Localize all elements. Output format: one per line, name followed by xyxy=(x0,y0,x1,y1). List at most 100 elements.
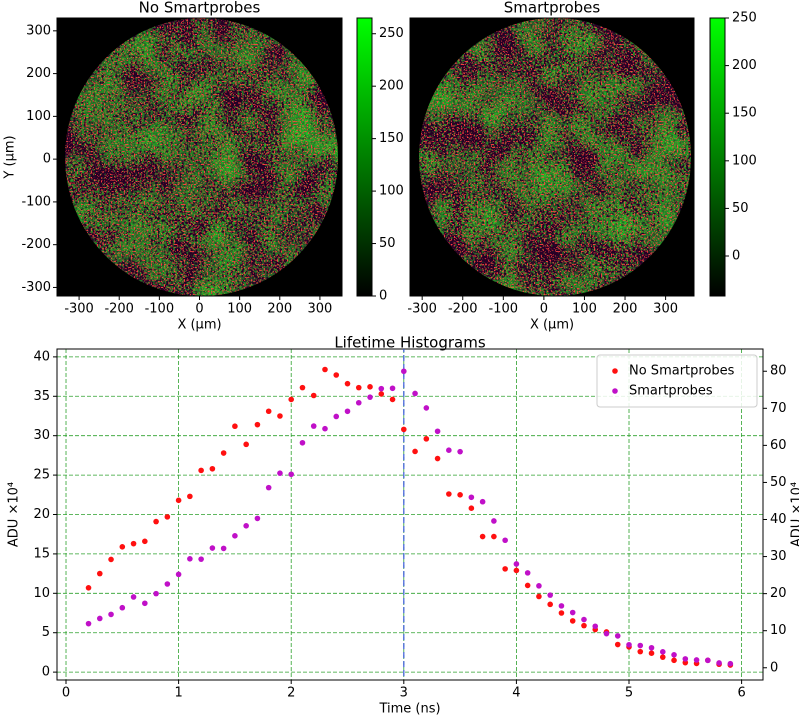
data-point xyxy=(693,657,700,663)
data-point xyxy=(569,618,576,624)
y2-tick-label: 10 xyxy=(770,623,787,638)
x-tick-label: 300 xyxy=(308,302,333,317)
data-point xyxy=(401,426,407,433)
data-point xyxy=(209,545,216,551)
colorbar-tick-label: 150 xyxy=(379,131,404,146)
data-point xyxy=(355,399,362,406)
data-point xyxy=(614,633,621,639)
data-point xyxy=(592,623,599,630)
data-point xyxy=(479,533,486,540)
data-point xyxy=(614,641,621,648)
data-point xyxy=(85,584,92,591)
y-tick-label: 10 xyxy=(33,586,50,601)
data-point xyxy=(232,423,238,430)
data-point xyxy=(243,523,249,529)
data-point xyxy=(558,610,565,616)
data-point xyxy=(367,394,373,400)
data-point xyxy=(671,651,677,658)
y-axis-label: ADU ×10⁴ xyxy=(7,482,22,547)
data-point xyxy=(423,405,430,411)
data-point xyxy=(153,590,159,597)
data-point xyxy=(536,593,542,600)
data-point xyxy=(164,514,171,520)
y-axis-label: Y (μm) xyxy=(3,135,18,179)
data-point xyxy=(187,555,193,562)
data-point xyxy=(232,533,238,539)
data-point xyxy=(130,540,137,547)
data-point xyxy=(502,537,508,544)
colorbar-tick-label: 50 xyxy=(732,201,749,216)
y-tick-label: 15 xyxy=(33,546,50,561)
data-point xyxy=(175,571,182,578)
data-point xyxy=(446,491,452,497)
colorbar-tick-label: 0 xyxy=(732,249,740,264)
y-tick-label: 20 xyxy=(33,507,50,522)
y2-tick-label: 0 xyxy=(770,660,778,675)
data-point xyxy=(558,603,565,609)
x-tick-label: 2 xyxy=(287,686,295,701)
data-point xyxy=(524,570,531,576)
data-point xyxy=(220,545,227,552)
x-axis-label: X (μm) xyxy=(530,318,574,333)
data-point xyxy=(581,622,587,629)
data-point xyxy=(648,650,655,657)
x-axis-label: X (μm) xyxy=(177,318,221,333)
data-point xyxy=(378,391,385,397)
data-point xyxy=(468,494,475,501)
data-point xyxy=(536,583,542,589)
x-tick-label: 4 xyxy=(512,686,520,701)
x-tick-label: 5 xyxy=(625,686,633,701)
data-point xyxy=(637,642,644,649)
data-point xyxy=(288,396,295,403)
x-tick-label: 0 xyxy=(62,686,70,701)
colorbar-tick-label: 100 xyxy=(732,153,757,168)
data-point xyxy=(524,582,531,589)
data-point xyxy=(119,604,126,611)
x-tick-label: 3 xyxy=(400,686,408,701)
plot-frame xyxy=(56,348,764,681)
data-point xyxy=(108,556,114,563)
y2-tick-label: 40 xyxy=(770,512,787,527)
x-tick-label: 0 xyxy=(195,302,203,317)
x-tick-label: -300 xyxy=(407,302,437,317)
data-point xyxy=(310,423,317,429)
data-point xyxy=(671,657,677,664)
y2-tick-label: 60 xyxy=(770,438,787,453)
x-tick-label: 200 xyxy=(267,302,292,317)
data-point xyxy=(220,450,227,456)
data-point xyxy=(569,609,576,616)
data-point xyxy=(401,368,407,375)
legend-marker xyxy=(612,388,618,394)
colorbar-tick-label: 50 xyxy=(379,236,396,251)
data-point xyxy=(716,660,722,666)
title: Smartprobes xyxy=(504,0,601,17)
data-point xyxy=(412,448,418,455)
data-point xyxy=(277,470,283,476)
data-point xyxy=(581,616,587,623)
colorbar xyxy=(356,17,373,297)
data-point xyxy=(423,436,430,442)
y2-tick-label: 70 xyxy=(770,401,787,416)
legend-label: No Smartprobes xyxy=(629,364,735,379)
y-tick-label: -300 xyxy=(21,280,51,295)
data-point xyxy=(547,601,553,608)
data-point xyxy=(254,421,261,428)
data-point xyxy=(648,644,655,651)
data-point xyxy=(187,493,193,500)
data-point xyxy=(626,641,632,648)
y-tick-label: 0 xyxy=(43,152,51,167)
y-tick-label: 100 xyxy=(26,109,51,124)
data-point xyxy=(367,384,373,390)
colorbar-tick-label: 250 xyxy=(379,26,404,41)
y-tick-label: -200 xyxy=(21,237,51,252)
data-point xyxy=(434,428,441,435)
colorbar-tick-label: 200 xyxy=(732,58,757,73)
data-point xyxy=(85,620,92,627)
data-point xyxy=(108,611,114,618)
data-point xyxy=(389,385,396,392)
data-point xyxy=(209,465,216,472)
data-point xyxy=(682,656,689,662)
legend-label: Smartprobes xyxy=(629,384,713,399)
y-tick-label: 30 xyxy=(33,428,50,443)
